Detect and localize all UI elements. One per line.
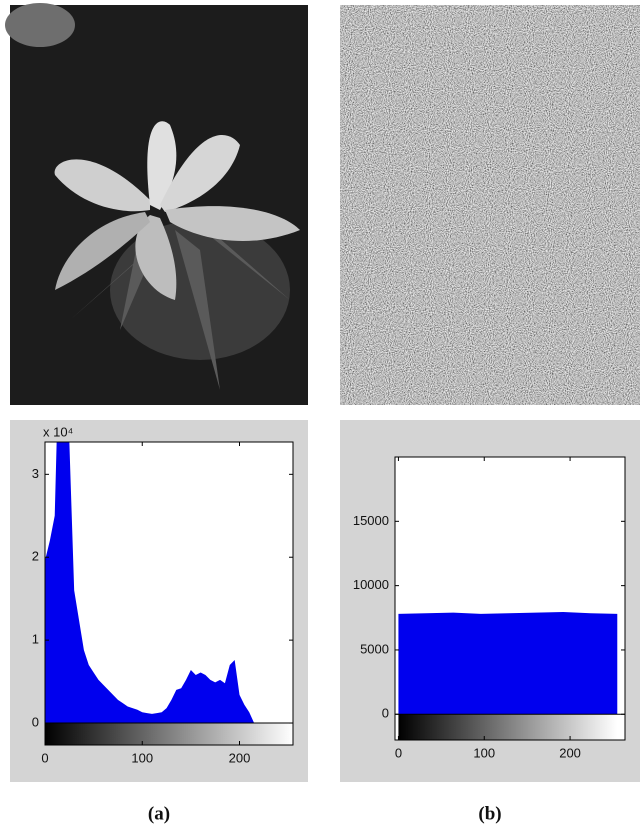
y-tick-label: 5000: [360, 641, 389, 656]
x-tick-label: 100: [473, 745, 495, 760]
x-tick-label: 0: [41, 750, 48, 765]
noise-image: [340, 5, 640, 405]
caption: (b): [478, 803, 501, 824]
caption: (a): [148, 803, 170, 824]
x-tick-label: 100: [131, 750, 153, 765]
y-tick-label: 15000: [353, 513, 389, 528]
figure: 0 1 2 3 0 100 200 x 10⁴ (a) 0 5000 10000 15000 0 100 20…: [0, 0, 642, 834]
colorbar: [45, 723, 293, 745]
y-tick-label: 0: [32, 714, 39, 729]
histogram-area: [398, 612, 617, 714]
y-tick-label: 10000: [353, 577, 389, 592]
x-tick-label: 200: [559, 745, 581, 760]
y-tick-label: 1: [32, 632, 39, 647]
axis-multiplier: x 10⁴: [43, 424, 73, 439]
colorbar: [398, 714, 617, 740]
y-tick-label: 2: [32, 549, 39, 564]
x-tick-label: 0: [395, 745, 402, 760]
x-tick-label: 200: [229, 750, 251, 765]
flower-image: [5, 3, 308, 405]
y-tick-label: 0: [382, 706, 389, 721]
y-tick-label: 3: [32, 466, 39, 481]
